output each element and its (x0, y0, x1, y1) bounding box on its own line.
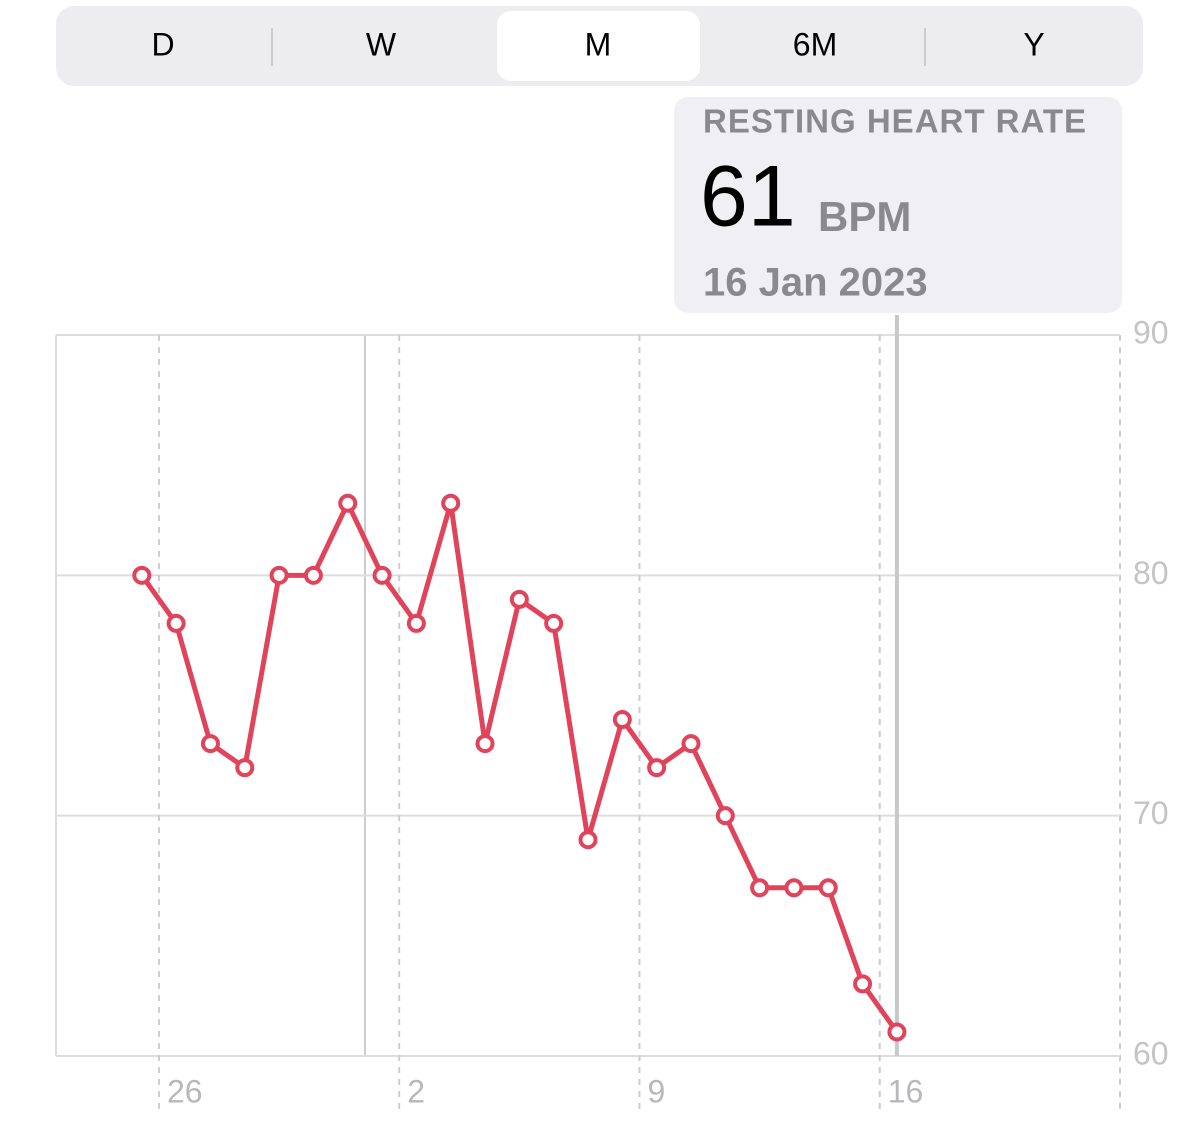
line (139, 500, 899, 1034)
segment[interactable]: D (151, 26, 174, 62)
point (750, 878, 770, 898)
point (887, 1022, 907, 1042)
callout-date: 16 Jan 2023 (703, 261, 928, 305)
point (166, 613, 186, 633)
point (578, 830, 598, 850)
point (509, 589, 529, 609)
point (853, 974, 873, 994)
segment[interactable]: Y (1023, 26, 1044, 62)
point (681, 734, 701, 754)
point (441, 493, 461, 513)
point (612, 710, 632, 730)
x-tick-label: 26 (167, 1073, 203, 1109)
x-tick-label: 2 (407, 1073, 425, 1109)
y-tick-label: 60 (1133, 1035, 1169, 1071)
point (406, 613, 426, 633)
point (544, 613, 564, 633)
segment[interactable]: 6M (793, 26, 837, 62)
point (132, 565, 152, 585)
callout-title: RESTING HEART RATE (703, 103, 1087, 140)
point (338, 493, 358, 513)
y-tick-label: 90 (1133, 314, 1169, 350)
selected-segment (497, 11, 700, 81)
point (372, 565, 392, 585)
y-tick-label: 70 (1133, 795, 1169, 831)
point (647, 758, 667, 778)
callout (674, 97, 1122, 313)
point (715, 806, 735, 826)
x-tick-label: 16 (888, 1073, 924, 1109)
point (269, 565, 289, 585)
point (235, 758, 255, 778)
x-tick-label: 9 (647, 1073, 665, 1109)
callout-value: 61 (700, 149, 796, 245)
callout-unit: BPM (818, 193, 911, 240)
point (784, 878, 804, 898)
point (475, 734, 495, 754)
point (200, 734, 220, 754)
y-tick-label: 80 (1133, 555, 1169, 591)
point (818, 878, 838, 898)
point (303, 565, 323, 585)
segment[interactable]: W (366, 26, 397, 62)
segment[interactable]: M (585, 26, 612, 62)
